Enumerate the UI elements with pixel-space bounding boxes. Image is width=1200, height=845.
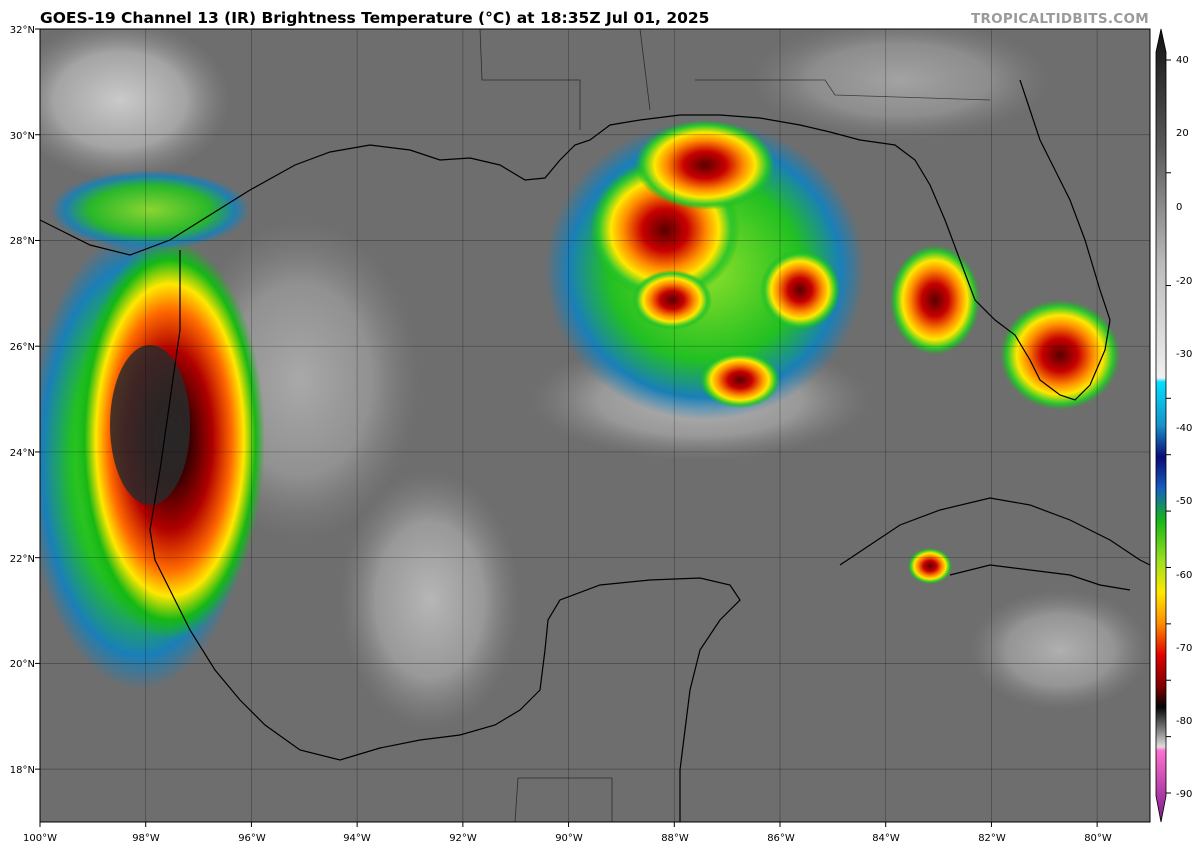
lon-tick-label: 82°W bbox=[978, 833, 1006, 844]
colorbar-tick-label: 40 bbox=[1176, 55, 1189, 66]
storm-cell bbox=[890, 245, 980, 355]
colorbar-tick-label: -20 bbox=[1176, 276, 1192, 287]
storm-shield bbox=[50, 170, 250, 250]
state-borders bbox=[479, 29, 991, 822]
lat-tick-label: 32°N bbox=[10, 25, 35, 36]
imagery-layer bbox=[40, 29, 1150, 822]
colorbar-ticks bbox=[1166, 59, 1171, 794]
axis-ticks bbox=[35, 28, 1098, 827]
lat-tick-label: 28°N bbox=[10, 236, 35, 247]
lat-lon-grid bbox=[40, 29, 1150, 822]
lon-tick-label: 94°W bbox=[343, 833, 371, 844]
lon-tick-label: 90°W bbox=[555, 833, 583, 844]
lon-tick-label: 86°W bbox=[767, 833, 795, 844]
lat-tick-label: 24°N bbox=[10, 448, 35, 459]
storm-cell bbox=[1000, 300, 1120, 410]
storm-cell bbox=[760, 250, 840, 330]
lat-tick-label: 22°N bbox=[10, 554, 35, 565]
lon-tick-label: 88°W bbox=[661, 833, 689, 844]
lon-tick-label: 80°W bbox=[1084, 833, 1112, 844]
colorbar-scale bbox=[1155, 28, 1167, 823]
map-frame bbox=[39, 28, 1151, 823]
cloud-field bbox=[40, 29, 230, 180]
lat-tick-label: 30°N bbox=[10, 131, 35, 142]
colorbar-tick-label: -50 bbox=[1176, 496, 1192, 507]
chart-title: GOES-19 Channel 13 (IR) Brightness Tempe… bbox=[40, 9, 710, 27]
lon-tick-label: 84°W bbox=[872, 833, 900, 844]
storm-cell bbox=[632, 270, 712, 330]
cloud-field bbox=[750, 29, 1050, 140]
colorbar-tick-label: -90 bbox=[1176, 789, 1192, 800]
cold-cloud-top bbox=[110, 345, 190, 505]
storm-cell bbox=[635, 120, 775, 210]
colorbar-tick-label: -70 bbox=[1176, 643, 1192, 654]
colorbar: 40 20 0 -20 -30 -40 -50 -60 -70 -80 -90 bbox=[1155, 28, 1192, 823]
colorbar-tick-label: 20 bbox=[1176, 128, 1189, 139]
cloud-field bbox=[340, 470, 520, 730]
colorbar-tick-label: -30 bbox=[1176, 349, 1192, 360]
colorbar-tick-label: -60 bbox=[1176, 570, 1192, 581]
brand-watermark: TROPICALTIDBITS.COM bbox=[970, 11, 1149, 27]
lon-tick-label: 98°W bbox=[132, 833, 160, 844]
longitude-labels: 100°W 98°W 96°W 94°W 92°W 90°W 88°W 86°W… bbox=[23, 833, 1112, 844]
storm-cell bbox=[908, 548, 952, 584]
lon-tick-label: 100°W bbox=[23, 833, 57, 844]
colorbar-tick-label: 0 bbox=[1176, 202, 1182, 213]
cloud-field bbox=[970, 590, 1150, 710]
colorbar-tick-label: -80 bbox=[1176, 716, 1192, 727]
lon-tick-label: 96°W bbox=[238, 833, 266, 844]
lat-tick-label: 20°N bbox=[10, 659, 35, 670]
storm-cell bbox=[700, 352, 780, 408]
colorbar-tick-label: -40 bbox=[1176, 423, 1192, 434]
latitude-labels: 32°N 30°N 28°N 26°N 24°N 22°N 20°N 18°N bbox=[10, 25, 35, 776]
coastlines bbox=[40, 79, 1150, 822]
lon-tick-label: 92°W bbox=[449, 833, 477, 844]
lat-tick-label: 18°N bbox=[10, 765, 35, 776]
lat-tick-label: 26°N bbox=[10, 342, 35, 353]
